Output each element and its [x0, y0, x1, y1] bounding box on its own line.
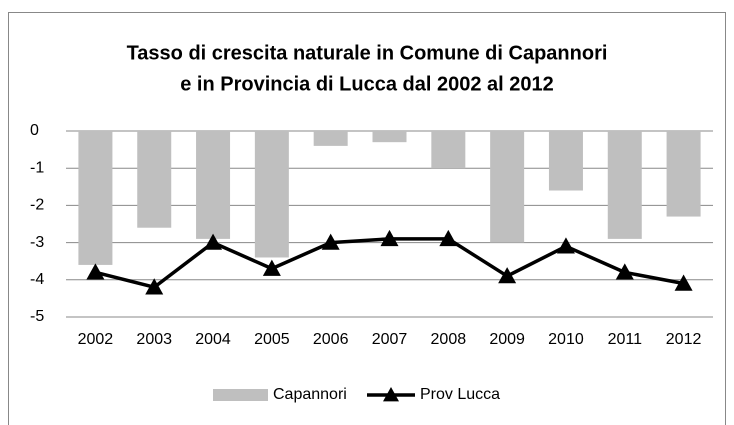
marker [321, 233, 340, 250]
y-tick-label: -4 [30, 271, 44, 288]
bar [313, 131, 348, 146]
marker [439, 229, 458, 247]
y-tick-label: -2 [30, 197, 44, 214]
chart-title: Tasso di crescita naturale in Comune di … [127, 42, 608, 64]
bar [548, 131, 583, 191]
marker [145, 278, 164, 295]
chart-title: e in Provincia di Lucca dal 2002 al 2012 [180, 73, 554, 95]
x-tick-label: 2007 [372, 331, 408, 348]
x-tick-label: 2006 [313, 331, 349, 348]
bar [431, 131, 466, 169]
bar [372, 131, 407, 143]
bar [254, 131, 289, 258]
bar [196, 131, 231, 239]
x-tick-label: 2009 [489, 331, 525, 348]
bar [490, 131, 525, 243]
legend-label: Prov Lucca [420, 386, 500, 403]
y-tick-label: 0 [30, 122, 39, 139]
marker [556, 237, 575, 254]
x-tick-label: 2003 [136, 331, 172, 348]
x-tick-label: 2002 [78, 331, 114, 348]
marker [204, 233, 223, 250]
marker [380, 229, 399, 247]
chart-border [8, 12, 726, 425]
legend-label: Capannori [273, 386, 347, 403]
marker [86, 263, 105, 280]
bar [78, 131, 113, 265]
x-tick-label: 2008 [431, 331, 467, 348]
x-tick-label: 2004 [195, 331, 231, 348]
bar [666, 131, 701, 217]
marker [615, 263, 634, 280]
legend-swatch [213, 389, 268, 401]
bar [607, 131, 642, 239]
x-tick-label: 2012 [666, 331, 702, 348]
y-tick-label: -5 [30, 308, 44, 325]
x-tick-label: 2011 [608, 331, 643, 348]
marker [498, 267, 517, 284]
y-tick-label: -1 [30, 159, 44, 176]
marker [674, 274, 693, 291]
bar [137, 131, 172, 228]
x-tick-label: 2010 [548, 331, 584, 348]
y-tick-label: -3 [30, 234, 44, 251]
x-tick-label: 2005 [254, 331, 290, 348]
marker [262, 259, 281, 276]
legend-marker [383, 387, 399, 402]
